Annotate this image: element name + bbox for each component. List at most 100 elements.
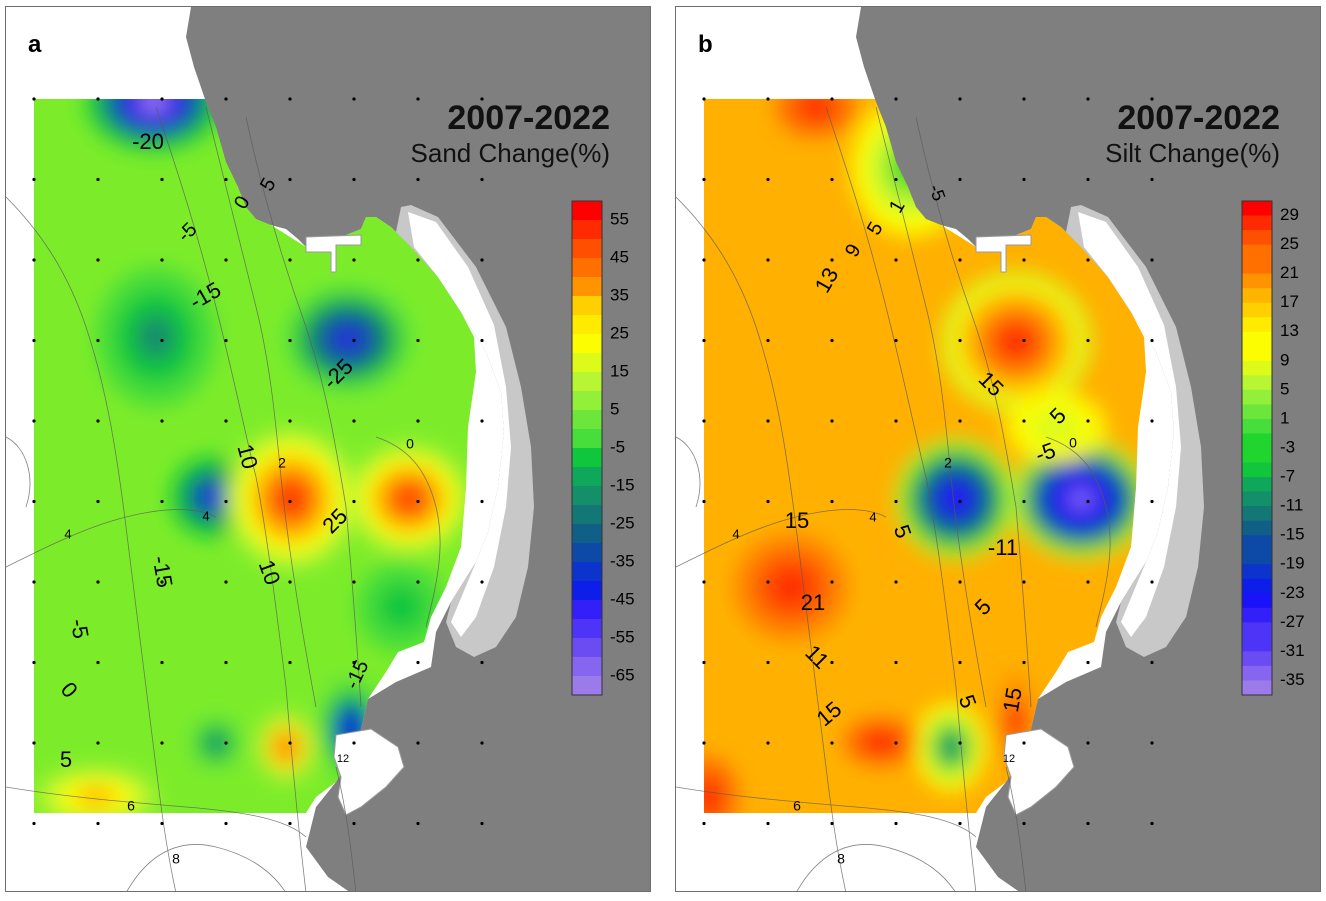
colorbar-frame [1241,200,1273,696]
station-dot-38 [1086,419,1090,423]
station-dot-45 [352,499,356,504]
colorbar-segment-32 [1242,665,1272,681]
station-dot-59 [894,660,898,665]
colorbar-segment-10 [1242,346,1272,362]
depth-contour-line-1 [825,106,977,891]
colorbar-segment-13 [572,448,602,468]
colorbar-segment-11 [572,410,602,430]
colorbar-segment-11 [1242,360,1272,376]
change-spot-9 [76,787,116,807]
station-dot-39 [1150,419,1154,423]
station-dot-67 [224,741,228,745]
station-dot-45 [1022,499,1026,504]
station-dot-68 [958,741,962,745]
panel-b-title: 2007-2022 [1117,99,1280,137]
contour-label-9: 4 [202,508,209,523]
colorbar-tick-label-2: 35 [610,285,629,304]
station-dot-19 [224,258,228,262]
station-dot-5 [352,97,356,101]
station-dot-41 [96,499,100,504]
station-dot-49 [766,580,770,584]
station-dot-71 [1150,741,1154,745]
station-dot-42 [160,499,164,504]
station-dot-52 [288,580,292,584]
depth-contour-line-3 [245,116,362,708]
change-spot-5 [397,488,421,510]
change-spot-7 [796,99,836,122]
colorbar-segment-15 [572,486,602,506]
tidal-flat [408,212,511,637]
colorbar-segment-5 [1242,273,1272,289]
station-dot-46 [1086,499,1090,504]
station-dot-28 [288,338,292,343]
colorbar-segment-30 [1242,636,1272,652]
change-spot-3 [197,483,225,511]
station-dot-3 [894,97,898,101]
colorbar-segment-22 [572,619,602,639]
station-dot-26 [830,338,834,343]
panel-b-title-block: 2007-2022 Silt Change(%) [1105,99,1280,169]
station-dot-77 [1022,821,1026,826]
depth-contour-line-5 [6,786,307,838]
station-dot-71 [480,741,484,745]
colorbar-segment-2 [1242,230,1272,246]
contour-label-21: 8 [837,851,845,867]
colorbar-segment-29 [1242,622,1272,638]
station-dot-22 [1086,258,1090,262]
colorbar: 29 25 21 17 13 9 5 1 -3 -7 -11 -15 -19 -23 -27 -31 -35 [1241,200,1305,696]
station-dot-39 [480,419,484,423]
change-spot-3 [771,568,811,606]
contour-label-19: 15 [998,685,1027,713]
station-dot-70 [416,741,420,745]
colorbar-segment-17 [1242,448,1272,464]
contour-label-18: 6 [127,798,135,814]
depth-contour-line-9 [375,436,441,628]
depth-contour-line-6 [796,844,956,891]
colorbar-segment-25 [1242,564,1272,580]
station-dot-79 [480,821,484,826]
station-dot-78 [1086,821,1090,826]
station-dot-14 [1086,177,1090,182]
station-dot-63 [480,660,484,665]
colorbar-segment-21 [1242,506,1272,522]
colorbar-tick-label-12: -65 [610,665,635,684]
colorbar-segment-20 [1242,491,1272,507]
contour-label-22: 12 [1003,753,1015,765]
station-dot-69 [1022,741,1026,745]
colorbar-segment-19 [1242,477,1272,493]
station-dot-6 [416,97,420,101]
station-dot-53 [352,580,356,584]
depth-contour-line-7 [335,766,357,891]
colorbar-segment-23 [572,638,602,658]
colorbar-tick-label-10: -11 [1280,496,1303,515]
station-dot-64 [32,741,36,745]
colorbar-tick-label-6: -5 [610,437,625,456]
station-dot-29 [1022,338,1026,343]
station-dot-73 [766,821,770,826]
change-spot-11 [378,584,424,630]
colorbar-segment-4 [1242,259,1272,275]
colorbar-segment-13 [1242,389,1272,405]
station-dot-74 [830,821,834,826]
panel-b-letter: b [698,31,713,58]
contour-label-14: -5 [66,617,94,641]
depth-contour-line-2 [875,106,987,708]
colorbar-segment-3 [1242,244,1272,260]
colorbar-tick-label-0: 55 [610,209,629,228]
colorbar-segment-5 [572,296,602,316]
station-dot-23 [480,258,484,262]
station-dot-22 [416,258,420,262]
colorbar-segment-9 [1242,331,1272,347]
station-dot-65 [96,741,100,745]
colorbar-segment-22 [1242,520,1272,536]
colorbar-segment-16 [572,505,602,525]
station-dot-50 [830,580,834,584]
panel-a-title: 2007-2022 [447,99,610,137]
colorbar-segment-31 [1242,651,1272,667]
depth-contour-line-4 [676,509,887,568]
colorbar-tick-label-1: 45 [610,247,629,266]
colorbar-segment-17 [572,524,602,544]
colorbar-segment-7 [1242,302,1272,318]
